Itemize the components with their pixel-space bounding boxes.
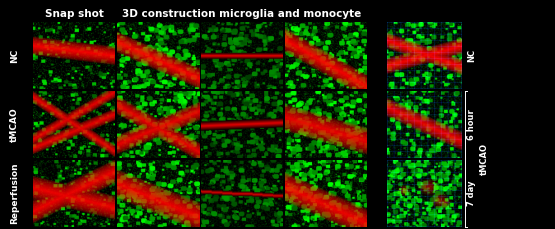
Text: 3D construction microglia and monocyte: 3D construction microglia and monocyte [122, 9, 362, 19]
Text: Snap shot: Snap shot [44, 9, 103, 19]
Text: tMCAO: tMCAO [480, 143, 489, 175]
Text: NC: NC [467, 49, 476, 62]
Text: Reperfusion: Reperfusion [10, 163, 19, 224]
Text: NC: NC [10, 48, 19, 63]
Text: tMCAO: tMCAO [10, 107, 19, 142]
Text: 6 hour: 6 hour [467, 109, 476, 140]
Text: 7 day: 7 day [467, 181, 476, 206]
